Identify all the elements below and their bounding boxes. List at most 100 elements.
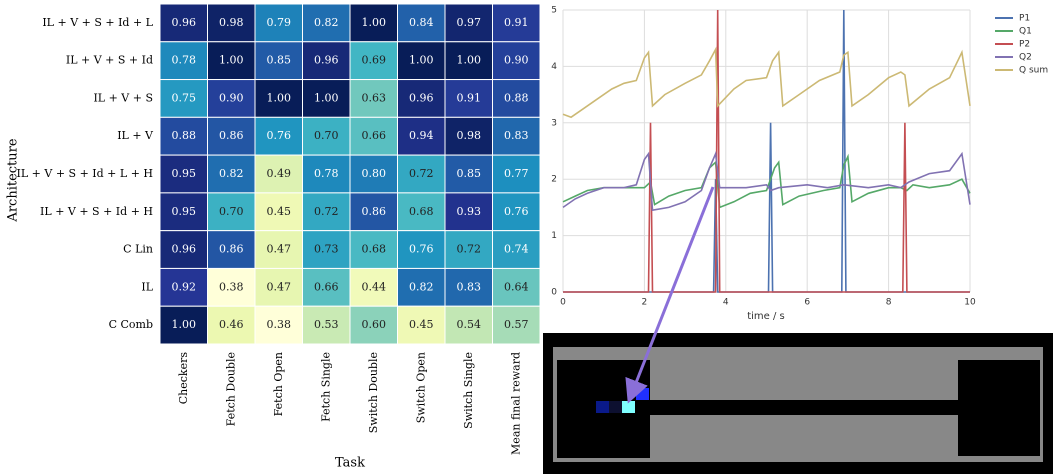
cell-label: 0.91 (457, 91, 482, 104)
cell-label: 1.00 (409, 54, 434, 67)
row-label: IL + V (117, 129, 154, 142)
heatmap-cell (207, 230, 256, 269)
heatmap-cell (254, 79, 303, 118)
line-series (562, 153, 971, 209)
x-tick-label: 0 (560, 298, 566, 308)
cell-label: 0.44 (362, 280, 387, 293)
cell-label: 1.00 (362, 16, 387, 29)
heatmap-cell (492, 305, 541, 345)
x-tick-label: 10 (964, 298, 976, 308)
cell-label: 0.84 (409, 16, 434, 29)
cell-label: 0.91 (504, 16, 529, 29)
row-label: IL + V + S + Id + H (40, 205, 153, 218)
cell-label: 0.95 (172, 167, 197, 180)
heatmap-cell (492, 41, 541, 81)
corridor (650, 400, 958, 415)
heatmap-cell (159, 154, 208, 194)
x-tick-label: 8 (886, 298, 892, 308)
y-tick-label: 2 (551, 175, 557, 185)
cell-label: 0.85 (267, 54, 292, 67)
cell-label: 0.64 (504, 280, 529, 293)
agent-trail (596, 401, 609, 413)
column-label: Switch Open (414, 352, 427, 423)
x-axis-label: Task (335, 456, 365, 471)
agent (622, 401, 635, 413)
heatmap-cell (159, 41, 208, 81)
y-tick-label: 5 (551, 6, 557, 16)
cell-label: 0.88 (172, 129, 197, 142)
legend-label: Q2 (1019, 53, 1032, 63)
cell-label: 0.96 (172, 243, 197, 256)
heatmap-cell (349, 79, 398, 118)
cell-label: 0.47 (267, 280, 292, 293)
cell-label: 0.45 (409, 318, 434, 331)
heatmap-cell (207, 154, 256, 194)
cell-label: 0.96 (409, 91, 434, 104)
cell-label: 0.54 (457, 318, 482, 331)
legend-label: P2 (1019, 40, 1030, 50)
column-label: Mean final reward (509, 352, 522, 455)
cell-label: 0.73 (314, 243, 339, 256)
cell-label: 0.90 (504, 54, 529, 67)
legend-label: P1 (1019, 14, 1030, 24)
column-label: Fetch Double (224, 352, 237, 426)
cell-label: 0.76 (409, 243, 434, 256)
heatmap-cell (302, 116, 351, 156)
cell-label: 0.98 (219, 16, 244, 29)
cell-label: 1.00 (314, 91, 339, 104)
heatmap-cell (444, 267, 493, 307)
heatmap-cell (397, 116, 446, 156)
cell-label: 0.38 (219, 280, 244, 293)
heatmap-cell (254, 305, 303, 345)
heatmap-cell (444, 41, 493, 81)
cell-label: 0.78 (314, 167, 339, 180)
cell-label: 0.53 (314, 318, 339, 331)
heatmap-cell (444, 3, 493, 43)
heatmap-cell (397, 192, 446, 232)
cell-label: 0.47 (267, 243, 292, 256)
y-tick-label: 0 (551, 288, 557, 298)
row-label: IL + V + S + Id + L + H (17, 167, 153, 180)
heatmap-cell (302, 305, 351, 345)
line-series (563, 9, 970, 293)
cell-label: 0.88 (504, 91, 529, 104)
cell-label: 0.83 (504, 129, 529, 142)
cell-label: 0.66 (314, 280, 339, 293)
heatmap-cell (254, 116, 303, 156)
column-label: Fetch Single (319, 352, 332, 422)
line-series (562, 46, 971, 119)
cell-label: 0.80 (362, 167, 387, 180)
cell-label: 0.77 (504, 167, 529, 180)
row-label: C Comb (109, 318, 153, 331)
heatmap-cell (492, 116, 541, 156)
cell-label: 1.00 (172, 318, 197, 331)
cell-label: 0.94 (409, 129, 434, 142)
heatmap-cell (349, 267, 398, 307)
cell-label: 0.74 (504, 243, 529, 256)
heatmap-cell (397, 79, 446, 118)
cell-label: 0.76 (267, 129, 292, 142)
legend-label: Q1 (1019, 27, 1032, 37)
y-axis-label: Architecture (6, 138, 21, 222)
cell-label: 0.49 (267, 167, 292, 180)
cell-label: 0.57 (504, 318, 529, 331)
column-label: Switch Single (462, 352, 475, 429)
cell-label: 1.00 (267, 91, 292, 104)
cell-label: 0.86 (219, 129, 244, 142)
cell-label: 0.85 (457, 167, 482, 180)
heatmap-cell (207, 305, 256, 345)
heatmap-cell (492, 3, 541, 43)
heatmap-cell (444, 230, 493, 269)
cell-label: 0.82 (219, 167, 244, 180)
cell-label: 0.60 (362, 318, 387, 331)
column-label: Switch Double (367, 352, 380, 433)
cell-label: 0.69 (362, 54, 387, 67)
cell-label: 0.82 (314, 16, 339, 29)
cell-label: 0.66 (362, 129, 387, 142)
cell-label: 0.70 (314, 129, 339, 142)
heatmap-cell (492, 267, 541, 307)
cell-label: 0.90 (219, 91, 244, 104)
column-label: Fetch Open (272, 352, 285, 416)
heatmap-cell (349, 192, 398, 232)
row-label: IL (141, 280, 153, 293)
